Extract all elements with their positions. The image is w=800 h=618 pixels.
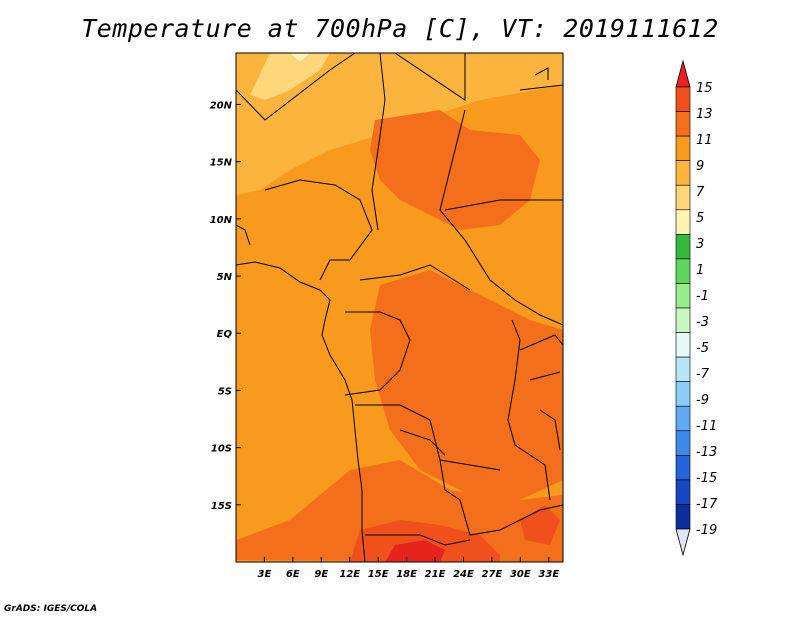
colorbar-label: -7 (696, 367, 710, 382)
lon-tick-label: 3E (258, 569, 272, 580)
colorbar-label: 11 (696, 133, 713, 148)
lat-tick-label: 15N (210, 158, 233, 169)
colorbar-swatch (675, 479, 691, 505)
colorbar-label: 7 (696, 185, 705, 200)
colorbar-label: -3 (696, 315, 709, 330)
colorbar-swatch (675, 234, 691, 260)
colorbar-label: 15 (696, 81, 713, 96)
lon-tick-label: 18E (396, 569, 417, 580)
colorbar-swatch (675, 430, 691, 456)
longitude-axis: 3E 6E 9E 12E 15E 18E 21E 24E 27E 30E 33E (258, 557, 559, 580)
colorbar-label: -17 (696, 497, 718, 512)
map-title: Temperature at 700hPa [C], VT: 201911161… (81, 14, 719, 43)
colorbar-label: 13 (696, 107, 713, 122)
boundaries (236, 53, 563, 562)
lon-tick-label: 6E (286, 569, 300, 580)
lon-tick-label: 12E (339, 569, 360, 580)
colorbar-swatch (675, 307, 691, 333)
lon-tick-label: 21E (425, 569, 446, 580)
colorbar-swatch (675, 381, 691, 407)
colorbar-swatch (675, 455, 691, 481)
colorbar-label: -11 (696, 419, 717, 434)
colorbar-swatch (675, 209, 691, 235)
lon-tick-label: 9E (314, 569, 328, 580)
colorbar-label: 5 (696, 211, 704, 226)
colorbar-label: -1 (696, 289, 709, 304)
colorbar-swatch (675, 86, 691, 112)
colorbar-label: -9 (696, 393, 709, 408)
lon-tick-label: 15E (368, 569, 389, 580)
colorbar-label: 1 (696, 263, 704, 278)
colorbar: 15 13 11 9 7 5 3 1 -1 -3 -5 -7 -9 -11 -13 -15 -17 -19 (675, 59, 718, 557)
colorbar-label: -5 (696, 341, 709, 356)
lat-tick-label: EQ (217, 329, 233, 340)
lat-tick-label: 15S (211, 501, 232, 512)
lon-tick-label: 33E (538, 569, 559, 580)
colorbar-swatch (675, 405, 691, 432)
colorbar-label: 3 (696, 237, 704, 252)
colorbar-top-arrow (675, 59, 691, 88)
lon-tick-label: 24E (453, 569, 474, 580)
colorbar-swatch (675, 184, 691, 211)
temperature-field (236, 53, 563, 562)
grads-credit: GrADS: IGES/COLA (4, 604, 98, 614)
lon-tick-label: 30E (510, 569, 531, 580)
lat-tick-label: 20N (210, 100, 233, 111)
latitude-axis: 20N 15N 10N 5N EQ 5S 10S 15S (210, 100, 241, 512)
colorbar-swatch (675, 504, 691, 530)
lat-tick-label: 5N (217, 272, 233, 283)
colorbar-label: 9 (696, 159, 704, 174)
colorbar-swatch (675, 332, 691, 358)
colorbar-swatch (675, 258, 691, 284)
colorbar-label: -13 (696, 445, 717, 460)
lat-tick-label: 5S (218, 386, 232, 397)
lat-tick-label: 10N (210, 215, 233, 226)
colorbar-swatch (675, 135, 691, 161)
colorbar-swatch (675, 283, 691, 309)
colorbar-bottom-arrow (675, 528, 691, 557)
colorbar-swatch (675, 160, 691, 186)
colorbar-label: -19 (696, 523, 717, 538)
colorbar-label: -15 (696, 471, 717, 486)
map-frame (235, 52, 564, 563)
colorbar-swatch (675, 356, 691, 382)
lon-tick-label: 27E (482, 569, 503, 580)
lat-tick-label: 10S (211, 444, 232, 455)
colorbar-swatch (675, 111, 691, 137)
